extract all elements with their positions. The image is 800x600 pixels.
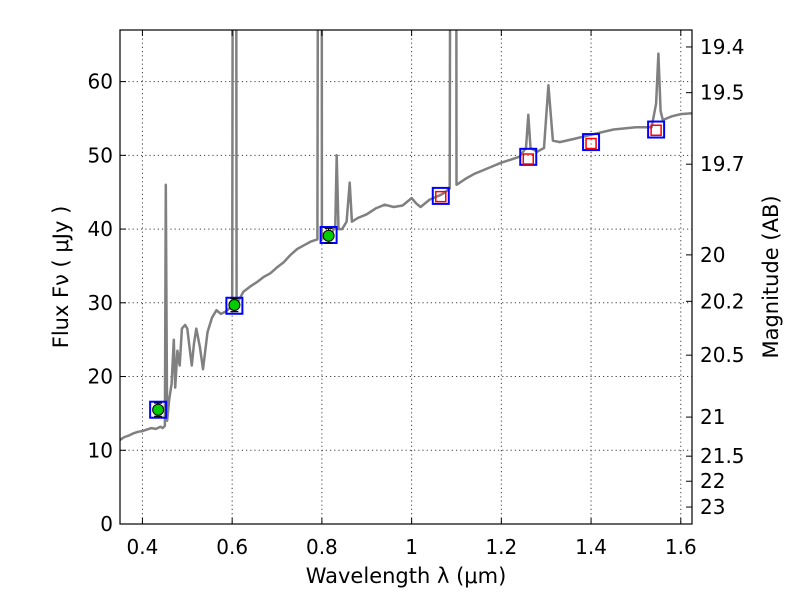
y2-tick-label: 21: [700, 405, 725, 429]
y-tick-label: 50: [88, 143, 113, 167]
model-photometry-marker: [225, 296, 244, 315]
x-tick-label: 1.6: [665, 535, 697, 559]
upper-limit-marker: [522, 153, 535, 165]
ticks: 0.4 0.6 0.8 1 1.2 1.4 1.6 0 10 20 30 40 50 60 19.4 19.5…: [88, 30, 745, 559]
y2-axis-label: Magnitude (AB): [759, 195, 783, 358]
model-photometry-marker: [647, 120, 666, 139]
photometry-markers: [149, 120, 666, 419]
upper-limit-marker: [435, 190, 447, 203]
y2-tick-label: 23: [700, 495, 725, 519]
y-tick-label: 30: [88, 291, 113, 315]
observed-photometry-point: [322, 229, 335, 242]
x-tick-label: 0.4: [127, 535, 159, 559]
x-tick-label: 0.6: [216, 535, 248, 559]
x-tick-label: 1.4: [575, 535, 607, 559]
upper-limit-marker: [650, 124, 662, 137]
y2-tick-label: 20: [700, 243, 725, 267]
y2-tick-label: 20.5: [700, 343, 745, 367]
plot-frame: [119, 29, 693, 525]
upper-limit-marker: [585, 137, 597, 150]
y2-tick-label: 20.2: [700, 289, 745, 313]
y2-tick-label: 21.5: [700, 444, 745, 468]
model-photometry-marker: [431, 186, 450, 205]
y2-tick-label: 19.4: [700, 35, 745, 59]
observed-photometry-point: [152, 403, 165, 416]
y-axis-label: Flux Fν ( μJy ): [49, 206, 73, 349]
model-photometry-marker: [519, 147, 538, 166]
model-photometry-marker: [149, 400, 168, 419]
x-axis-label: Wavelength λ (μm): [306, 564, 507, 588]
x-tick-label: 0.8: [306, 535, 338, 559]
y-tick-label: 0: [100, 512, 113, 536]
x-tick-label: 1: [405, 535, 418, 559]
y-tick-label: 60: [88, 70, 113, 94]
y2-tick-label: 22: [700, 469, 725, 493]
y2-tick-label: 19.5: [700, 81, 745, 105]
model-photometry-marker: [582, 133, 601, 152]
y-tick-label: 10: [88, 438, 113, 462]
y-tick-label: 40: [88, 217, 113, 241]
y-tick-label: 20: [88, 365, 113, 389]
grid: [120, 30, 692, 525]
x-tick-label: 1.2: [485, 535, 517, 559]
y2-tick-label: 19.7: [700, 152, 745, 176]
observed-photometry-point: [228, 299, 241, 312]
spectrum-line: [120, 30, 692, 441]
spectrum-layer: [120, 30, 692, 441]
